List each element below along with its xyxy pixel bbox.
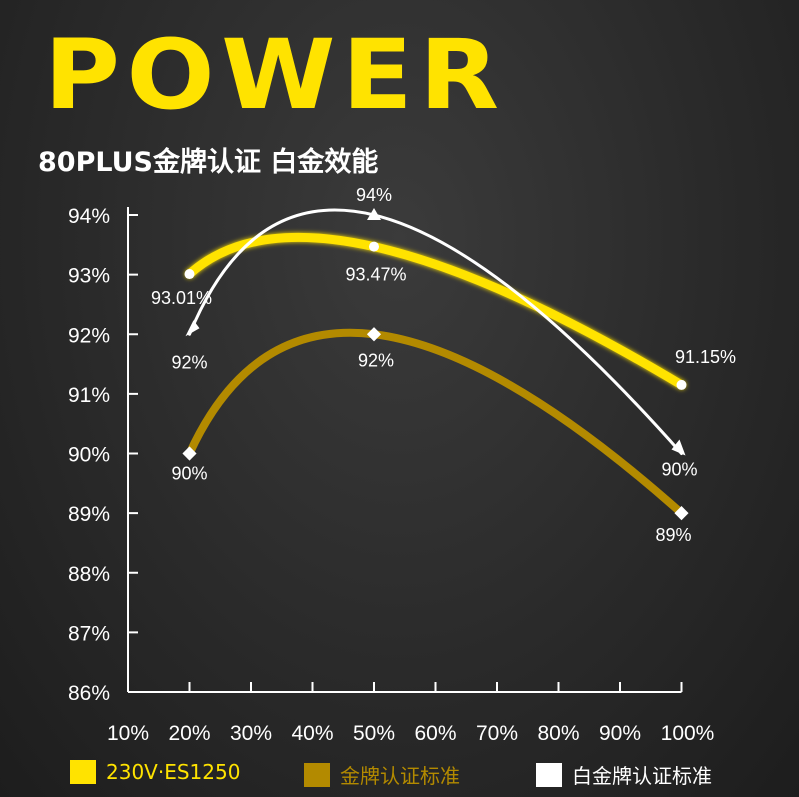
y-tick-label: 89% [68, 503, 110, 526]
x-tick-label: 80% [537, 722, 579, 745]
y-tick-label: 90% [68, 444, 110, 467]
x-tick-label: 30% [230, 722, 272, 745]
y-tick-label: 92% [68, 324, 110, 347]
data-label: 94% [356, 185, 392, 205]
legend-swatch [304, 762, 330, 787]
series-line-2 [188, 208, 683, 455]
x-tick-label: 10% [107, 722, 149, 745]
data-label: 90% [661, 460, 697, 480]
brand-title: POWER [44, 19, 506, 131]
data-point-circle [184, 269, 195, 280]
data-label: 93.47% [345, 265, 406, 285]
x-tick-label: 100% [661, 722, 715, 745]
x-tick-label: 20% [168, 722, 210, 745]
data-label: 93.01% [151, 288, 212, 308]
data-point-arrow [185, 320, 200, 337]
legend-label: 金牌认证标准 [340, 764, 460, 788]
x-tick-label: 50% [353, 722, 395, 745]
legend-item-platinum-standard: 白金牌认证标准 [536, 760, 712, 789]
chart-subtitle: 80PLUS金牌认证 白金效能 [38, 147, 379, 178]
data-label: 92% [358, 350, 394, 370]
series-line-1 [185, 328, 686, 518]
y-tick-label: 87% [68, 622, 110, 645]
y-tick-label: 88% [68, 563, 110, 586]
data-point-diamond [366, 327, 382, 342]
data-point-circle [676, 379, 687, 390]
data-point-diamond [674, 506, 689, 521]
legend-label: 白金牌认证标准 [572, 764, 712, 788]
data-point-arrow [367, 208, 381, 220]
y-tick-label: 91% [68, 384, 110, 407]
chart-legend: 230V·ES1250 金牌认证标准 白金牌认证标准 [0, 760, 799, 790]
data-point-arrow [671, 439, 686, 456]
y-tick-label: 93% [68, 265, 110, 288]
data-point-diamond [182, 446, 197, 461]
data-label: 91.15% [675, 347, 736, 367]
y-tick-label: 94% [68, 205, 110, 228]
data-label: 90% [171, 464, 207, 484]
x-tick-label: 70% [476, 722, 518, 745]
data-point-circle [369, 241, 379, 252]
legend-swatch [70, 760, 96, 784]
x-tick-label: 60% [414, 722, 456, 745]
y-tick-label: 86% [68, 682, 110, 705]
legend-label: 230V·ES1250 [106, 760, 241, 784]
x-tick-label: 90% [599, 722, 641, 745]
legend-item-es1250: 230V·ES1250 [70, 760, 240, 784]
data-label: 89% [655, 525, 691, 545]
data-label: 92% [171, 352, 207, 372]
legend-swatch [536, 762, 562, 787]
legend-item-gold-standard: 金牌认证标准 [304, 760, 460, 789]
x-tick-label: 40% [291, 722, 333, 745]
